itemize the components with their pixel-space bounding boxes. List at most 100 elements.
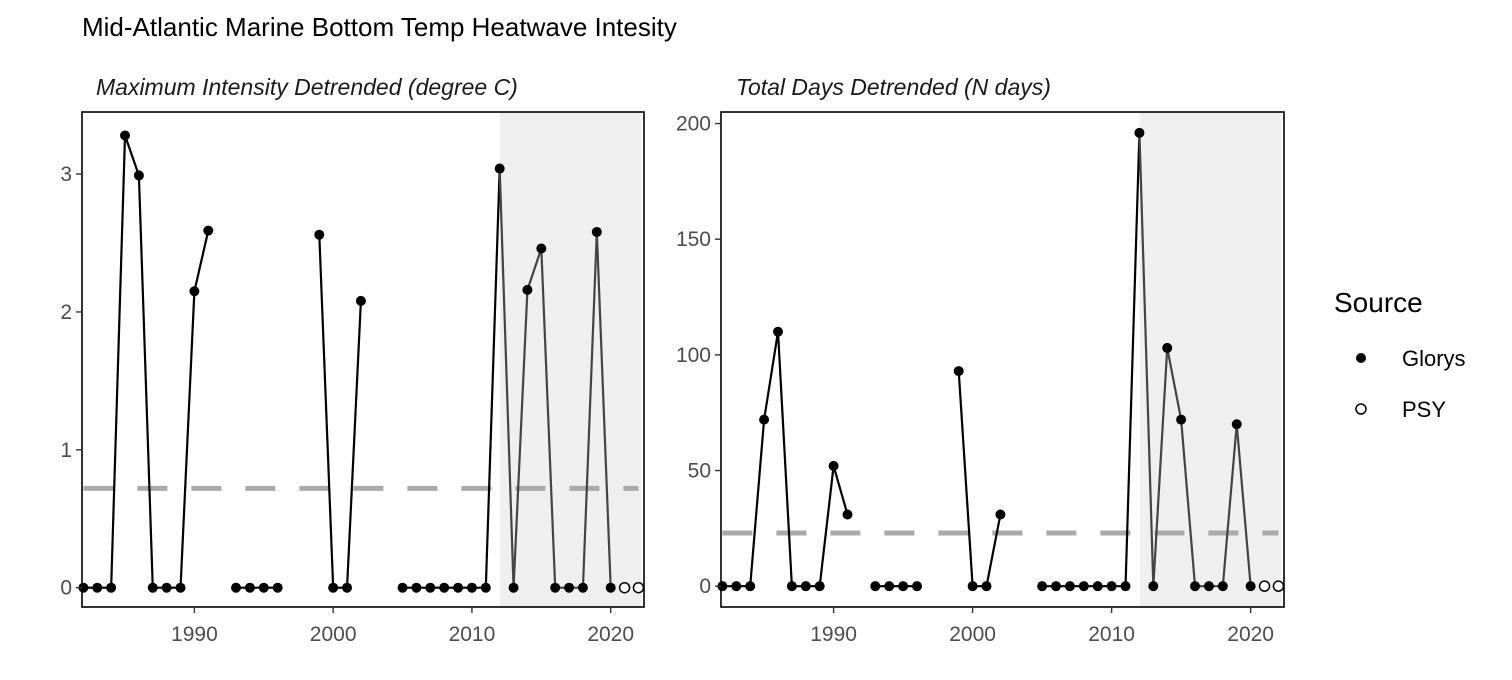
data-point-psy xyxy=(632,581,645,594)
data-point-glorys xyxy=(258,582,269,593)
data-point-glorys xyxy=(1092,581,1103,592)
data-point-glorys xyxy=(786,581,797,592)
data-point-glorys xyxy=(1134,127,1145,138)
data-point-glorys xyxy=(814,581,825,592)
data-point-glorys xyxy=(314,229,325,240)
x-tick-label: 2010 xyxy=(1088,623,1135,646)
data-point-glorys xyxy=(953,366,964,377)
series-line-segment xyxy=(193,230,210,292)
panel-border xyxy=(720,111,1285,608)
series-line-segment xyxy=(1138,132,1155,587)
data-point-glorys xyxy=(898,581,909,592)
x-tick-label: 2000 xyxy=(310,623,357,646)
x-tick-label: 2020 xyxy=(1227,623,1274,646)
y-tick-label: 0 xyxy=(60,577,72,600)
data-point-glorys xyxy=(1148,581,1159,592)
series-line-segment xyxy=(123,135,140,176)
data-point-glorys xyxy=(425,582,436,593)
data-point-glorys xyxy=(466,582,477,593)
data-point-glorys xyxy=(522,284,533,295)
series-line-segment xyxy=(832,465,849,515)
data-point-glorys xyxy=(800,581,811,592)
data-point-glorys xyxy=(912,581,923,592)
panel-total-days: Total Days Detrended (N days) 0 50 100 150 20… xyxy=(676,74,1285,646)
x-tick-label: 1990 xyxy=(810,623,857,646)
data-point-glorys xyxy=(1106,581,1117,592)
x-tick-label: 1990 xyxy=(171,623,218,646)
panel-border xyxy=(81,111,645,608)
data-point-glorys xyxy=(1231,419,1242,430)
figure-title: Mid-Atlantic Marine Bottom Temp Heatwave… xyxy=(82,12,677,42)
data-point-glorys xyxy=(1176,414,1187,425)
panel-max-intensity: Maximum Intensity Detrended (degree C) 0 1… xyxy=(60,74,645,646)
series-line-segment xyxy=(1124,132,1141,587)
series-line-segment xyxy=(179,291,196,588)
y-tick-label: 2 xyxy=(60,301,72,324)
series-line-segment xyxy=(1152,347,1169,587)
data-point-glorys xyxy=(591,226,602,237)
series-line-segment xyxy=(1180,419,1197,587)
data-point-glorys xyxy=(550,582,561,593)
data-point-glorys xyxy=(1120,581,1131,592)
data-point-glorys xyxy=(884,581,895,592)
data-point-glorys xyxy=(1217,581,1228,592)
shaded-recent-period xyxy=(1139,112,1282,607)
series-line-segment xyxy=(526,248,543,291)
data-point-glorys xyxy=(508,582,519,593)
y-tick-label: 200 xyxy=(676,113,711,136)
data-point-glorys xyxy=(995,509,1006,520)
data-point-glorys xyxy=(1051,581,1062,592)
series-line-segment xyxy=(110,135,127,588)
data-point-glorys xyxy=(564,582,575,593)
x-tick-label: 2010 xyxy=(449,623,496,646)
data-point-glorys xyxy=(828,460,839,471)
data-point-glorys xyxy=(244,582,255,593)
x-tick-label: 2000 xyxy=(949,623,996,646)
data-point-glorys xyxy=(189,286,200,297)
legend-psy-label: PSY xyxy=(1402,397,1446,422)
data-point-glorys xyxy=(536,243,547,254)
series-line-segment xyxy=(985,514,1002,587)
data-point-glorys xyxy=(1190,581,1201,592)
y-tick-label: 100 xyxy=(676,344,711,367)
data-point-glorys xyxy=(411,582,422,593)
data-point-glorys xyxy=(342,582,353,593)
series-line-segment xyxy=(484,168,501,588)
legend-psy-marker xyxy=(1355,403,1367,415)
data-point-glorys xyxy=(78,582,89,593)
series-line-segment xyxy=(595,231,612,588)
data-point-glorys xyxy=(120,130,131,141)
data-point-glorys xyxy=(355,295,366,306)
series-line-segment xyxy=(498,168,515,588)
series-line-segment xyxy=(1221,424,1238,587)
legend-title: Source xyxy=(1334,287,1423,318)
data-point-glorys xyxy=(1078,581,1089,592)
data-point-glorys xyxy=(175,582,186,593)
data-point-glorys xyxy=(397,582,408,593)
data-point-psy xyxy=(1272,580,1285,592)
data-point-glorys xyxy=(1203,581,1214,592)
data-point-glorys xyxy=(272,582,283,593)
series-line-segment xyxy=(957,370,974,587)
data-point-glorys xyxy=(439,582,450,593)
data-point-glorys xyxy=(494,163,505,174)
series-line-segment xyxy=(137,175,154,588)
series-line-segment xyxy=(512,289,529,588)
data-point-glorys xyxy=(772,326,783,337)
data-point-glorys xyxy=(480,582,491,593)
data-point-glorys xyxy=(731,581,742,592)
y-tick-label: 150 xyxy=(676,228,711,251)
data-point-psy xyxy=(1258,580,1271,592)
x-tick-label: 2020 xyxy=(587,623,634,646)
panel-title: Maximum Intensity Detrended (degree C) xyxy=(96,74,518,100)
legend-glorys-marker xyxy=(1356,353,1366,363)
series-line-segment xyxy=(540,248,557,588)
data-point-glorys xyxy=(1162,342,1173,353)
data-point-glorys xyxy=(745,581,756,592)
series-line-segment xyxy=(749,419,766,587)
data-point-glorys xyxy=(1037,581,1048,592)
data-point-glorys xyxy=(106,582,117,593)
data-point-glorys xyxy=(842,509,853,520)
data-point-glorys xyxy=(92,582,103,593)
